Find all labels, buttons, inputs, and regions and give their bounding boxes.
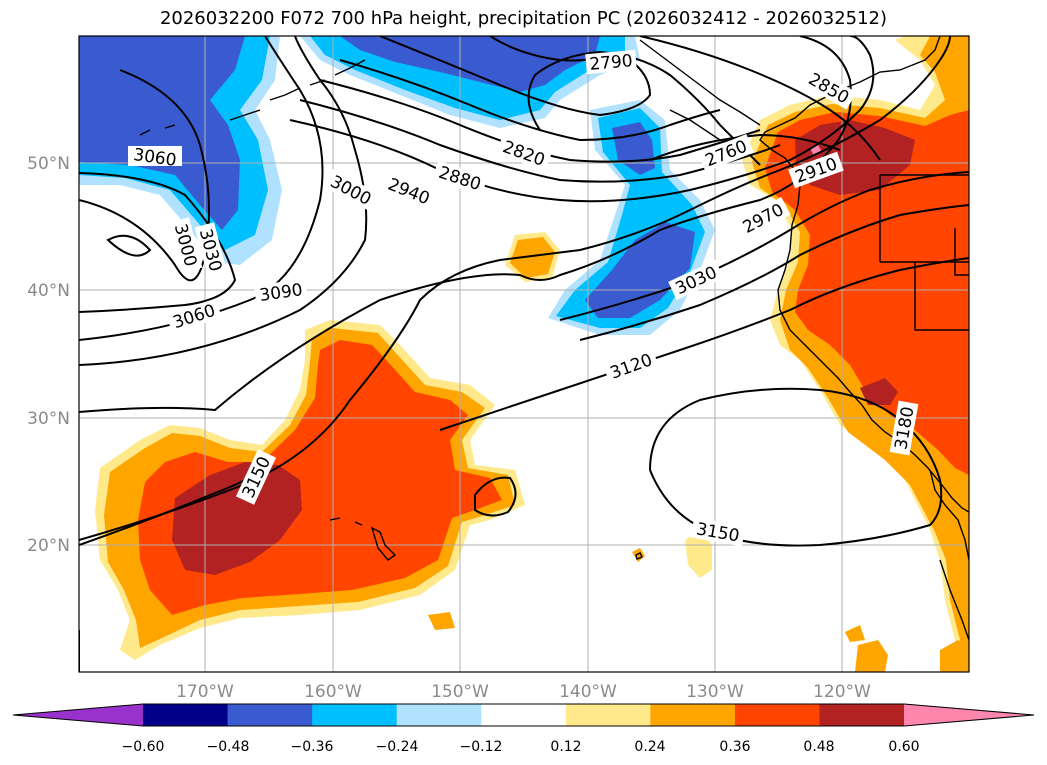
contour-label: 2790 (589, 51, 634, 75)
colorbar-tick-label: 0.48 (803, 739, 834, 755)
lat-tick-label: 50°N (27, 154, 70, 174)
lon-tick-label: 120°W (813, 682, 871, 702)
colorbar-extend-low (13, 704, 143, 726)
lat-tick-label: 30°N (27, 409, 70, 429)
map-title: 2026032200 F072 700 hPa height, precipit… (159, 8, 888, 29)
longitude-labels: 170°W 160°W 150°W 140°W 130°W 120°W (176, 682, 871, 702)
lon-tick-label: 160°W (304, 682, 362, 702)
map-border (78, 35, 970, 673)
colorbar-labels: −0.60 −0.48 −0.36 −0.24 −0.12 0.12 0.24 … (122, 739, 920, 755)
colorbar-tick-label: −0.24 (376, 739, 419, 755)
colorbar-tick-label: −0.36 (291, 739, 334, 755)
colorbar-segment (481, 704, 567, 726)
colorbar-segment (227, 704, 313, 726)
lat-tick-label: 40°N (27, 281, 70, 301)
colorbar-segment (143, 704, 229, 726)
lat-tick-label: 20°N (27, 536, 70, 556)
colorbar-segment (650, 704, 736, 726)
colorbar-segment (396, 704, 482, 726)
colorbar (12, 703, 1035, 727)
colorbar-tick-label: 0.60 (888, 739, 919, 755)
colorbar-segment (734, 704, 820, 726)
colorbar-segment (565, 704, 651, 726)
colorbar-tick-label: −0.12 (460, 739, 503, 755)
lon-tick-label: 150°W (431, 682, 489, 702)
colorbar-tick-label: 0.36 (719, 739, 750, 755)
precipitation-shading (79, 36, 969, 672)
lon-tick-label: 130°W (686, 682, 744, 702)
colorbar-tick-label: −0.48 (207, 739, 250, 755)
colorbar-extend-high (904, 704, 1034, 726)
colorbar-tick-label: 0.24 (634, 739, 665, 755)
colorbar-segment (819, 704, 905, 726)
contour-labels: 3060 3000 3030 3000 3060 3090 2940 2880 … (128, 49, 919, 547)
lon-tick-label: 170°W (176, 682, 234, 702)
latitude-labels: 50°N 40°N 30°N 20°N (27, 154, 70, 556)
colorbar-tick-label: 0.12 (550, 739, 581, 755)
colorbar-segment (312, 704, 398, 726)
lon-tick-label: 140°W (559, 682, 617, 702)
colorbar-tick-label: −0.60 (122, 739, 165, 755)
colorbar-outline (12, 703, 1035, 727)
